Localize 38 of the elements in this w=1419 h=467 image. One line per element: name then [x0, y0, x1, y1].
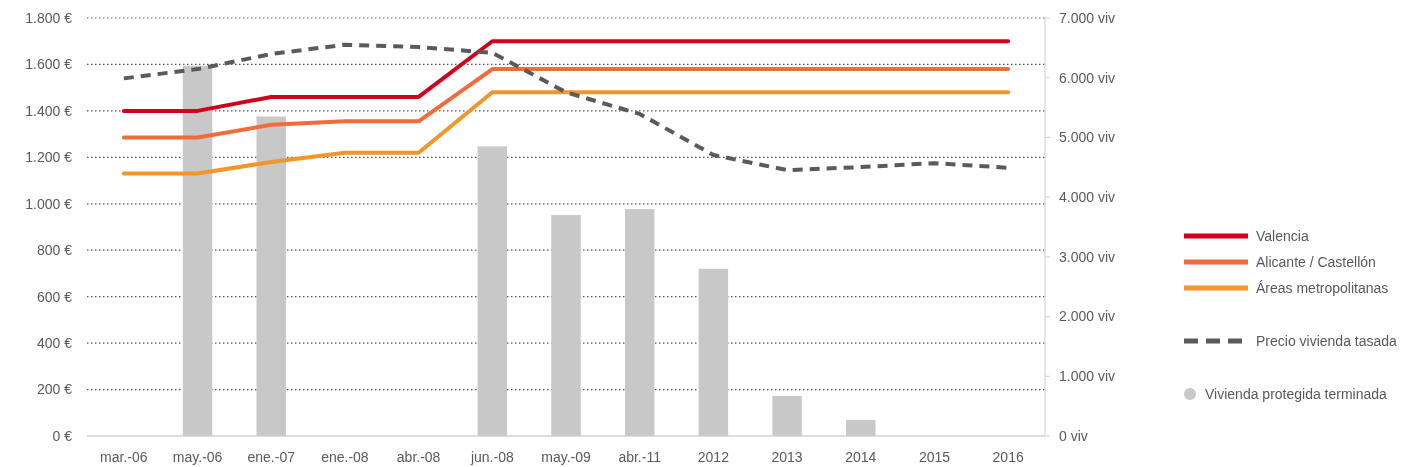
y-tick-label: 1.000 €: [25, 195, 73, 212]
y2-tick-label: 4.000 viv: [1059, 189, 1116, 206]
x-tick-label: 2016: [992, 449, 1024, 465]
x-tick-label: 2015: [918, 449, 951, 465]
x-tick-label: may.-06: [172, 449, 223, 465]
x-tick-label: 2013: [771, 449, 803, 465]
x-tick-label: 2014: [845, 449, 877, 465]
x-tick-label: may.-09: [541, 449, 591, 465]
x-tick-label: abr.-08: [396, 449, 441, 465]
x-tick-label: 2012: [697, 449, 730, 465]
y-tick-label: 0 €: [52, 427, 73, 444]
y2-tick-label: 0 viv: [1059, 427, 1088, 444]
x-tick-label: ene.-07: [247, 449, 296, 465]
y-tick-label: 1.400 €: [25, 102, 73, 119]
legend-label: Vivienda protegida terminada: [1205, 385, 1388, 402]
y2-tick-label: 6.000 viv: [1059, 69, 1116, 86]
legend-label: Áreas metropolitanas: [1256, 279, 1389, 296]
x-tick-label: ene.-08: [321, 449, 369, 465]
legend-label: Precio vivienda tasada: [1256, 332, 1398, 349]
y2-tick-label: 5.000 viv: [1059, 129, 1116, 146]
y2-tick-label: 7.000 viv: [1059, 9, 1116, 26]
y-tick-label: 1.800 €: [25, 9, 73, 26]
y-tick-label: 200 €: [36, 381, 73, 398]
line-series: [121, 90, 1011, 176]
x-tick-label: abr.-11: [618, 449, 662, 465]
y2-tick-label: 2.000 viv: [1059, 308, 1116, 325]
y-tick-label: 1.200 €: [25, 149, 73, 166]
y-tick-label: 600 €: [36, 288, 73, 305]
legend-label: Alicante / Castellón: [1256, 253, 1376, 270]
y-tick-label: 1.600 €: [25, 56, 73, 73]
legend-label: Valencia: [1256, 227, 1309, 244]
y-tick-label: 800 €: [36, 242, 73, 259]
y-tick-label: 400 €: [36, 335, 73, 352]
x-tick-label: mar.-06: [100, 449, 148, 465]
y2-tick-label: 3.000 viv: [1059, 248, 1116, 265]
x-tick-label: jun.-08: [469, 449, 514, 465]
line-series: [121, 67, 1011, 140]
y2-tick-label: 1.000 viv: [1059, 368, 1116, 385]
